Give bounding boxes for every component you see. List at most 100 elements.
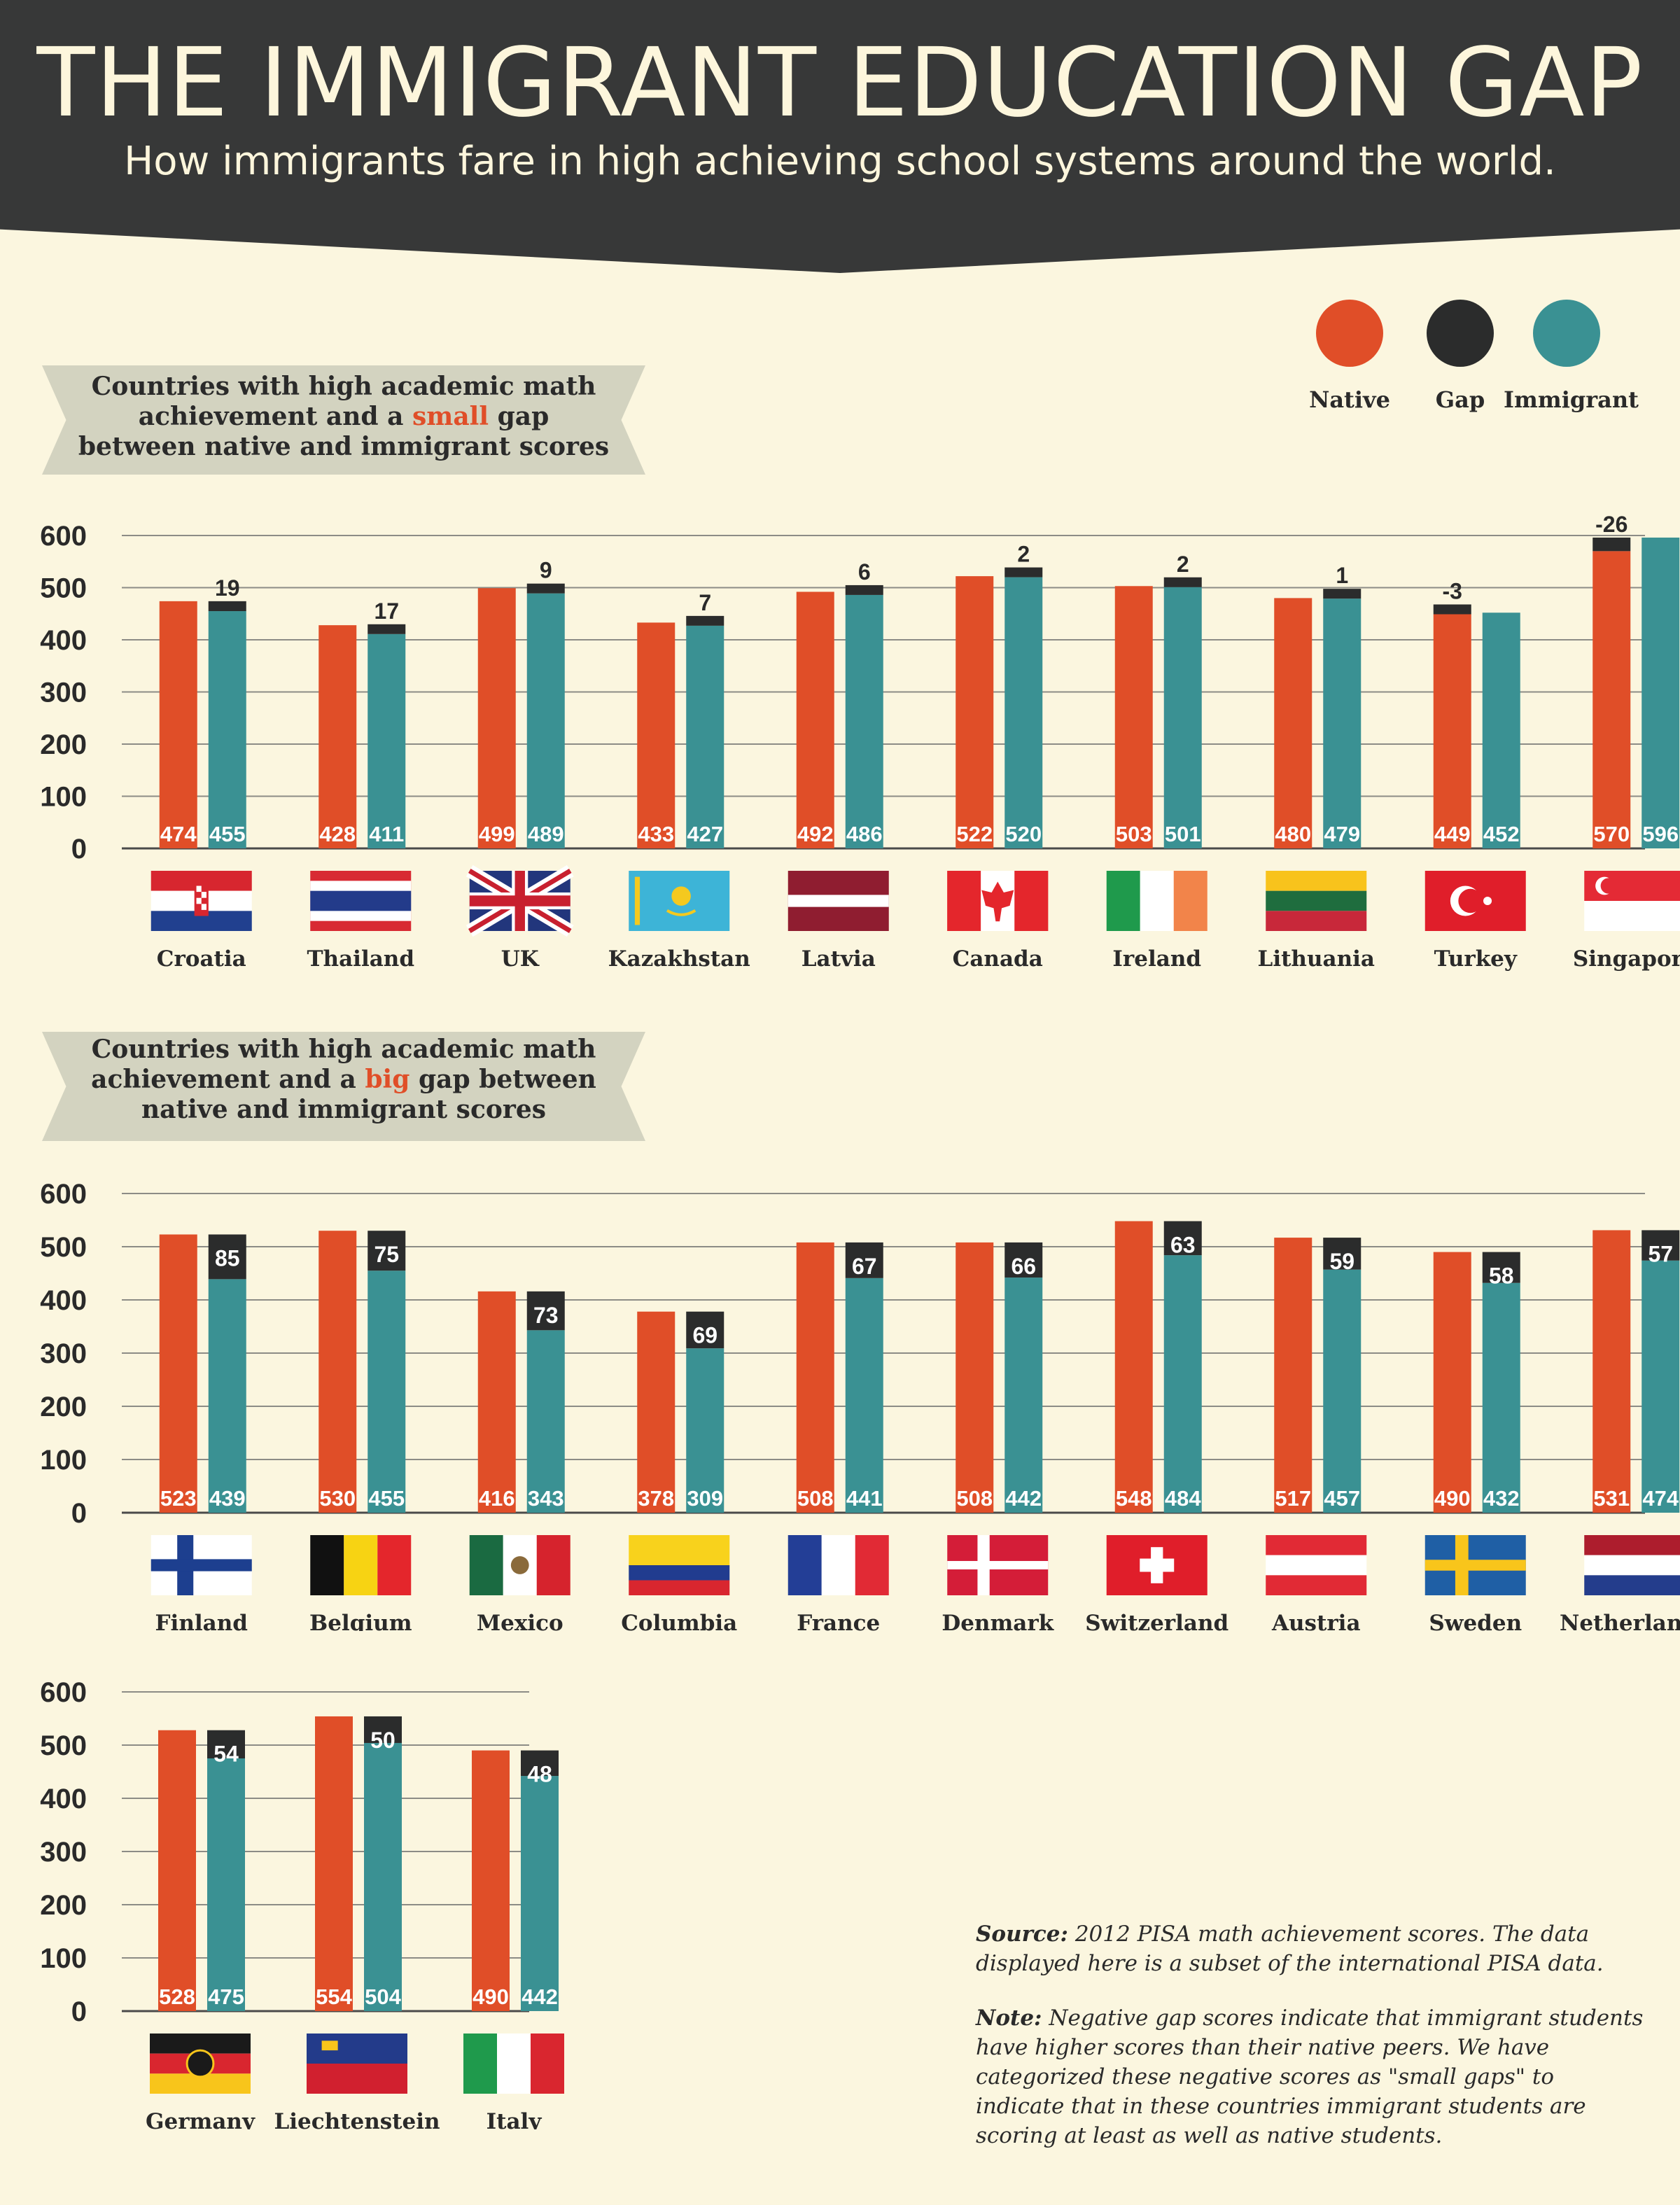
immigrant-bar xyxy=(368,1270,406,1513)
gap-bar xyxy=(1433,604,1471,615)
flag-ireland-icon xyxy=(1106,871,1208,931)
immigrant-bar xyxy=(1482,612,1520,848)
country-label: Singapore xyxy=(1573,946,1680,972)
immigrant-bar xyxy=(845,594,883,848)
flag-finland-icon xyxy=(150,1535,252,1595)
immigrant-value-label: 441 xyxy=(846,1486,883,1511)
y-tick-label: 0 xyxy=(71,1996,87,2027)
gap-bar xyxy=(521,1750,559,1777)
country-label: Lithuania xyxy=(1258,946,1375,972)
flag-belgium-icon xyxy=(310,1535,412,1595)
immigrant-value-label: 596 xyxy=(1642,822,1679,846)
immigrant-value-label: 457 xyxy=(1324,1486,1360,1511)
flag-netherlands-icon xyxy=(1584,1535,1680,1595)
country-label: Thailand xyxy=(307,946,414,972)
gap-value-label: 1 xyxy=(1336,563,1348,588)
country-label: Kazakhstan xyxy=(608,946,750,972)
native-value-label: 416 xyxy=(479,1486,515,1511)
native-value-label: 522 xyxy=(956,822,993,846)
flag-singapore-icon xyxy=(1584,871,1680,931)
gap-bar xyxy=(845,584,883,595)
native-bar xyxy=(477,588,516,848)
native-bar xyxy=(477,1291,516,1513)
gap-value-label: 75 xyxy=(374,1242,399,1267)
immigrant-bar xyxy=(207,1758,245,2011)
native-bar xyxy=(1592,551,1631,848)
native-value-label: 548 xyxy=(1116,1486,1152,1511)
immigrant-bar xyxy=(208,611,246,848)
flag-sweden-icon xyxy=(1424,1535,1526,1595)
gap-bar xyxy=(208,1234,246,1280)
immigrant-value-label: 432 xyxy=(1483,1486,1520,1511)
immigrant-bar xyxy=(526,593,565,848)
native-value-label: 508 xyxy=(797,1486,834,1511)
immigrant-bar xyxy=(368,634,406,848)
legend-label-native: Native xyxy=(1309,386,1390,413)
country-label: Croatia xyxy=(157,946,246,972)
legend-swatch-immigrant xyxy=(1533,300,1600,367)
native-value-label: 480 xyxy=(1275,822,1311,846)
gap-value-label: 66 xyxy=(1011,1254,1036,1279)
gap-value-label: 6 xyxy=(858,559,871,584)
legend-label-gap: Gap xyxy=(1435,386,1485,413)
gap-bar xyxy=(686,615,724,626)
country-label: Sweden xyxy=(1429,1611,1522,1631)
native-value-label: 503 xyxy=(1116,822,1152,846)
immigrant-bar xyxy=(1482,1282,1520,1513)
country-label: UK xyxy=(501,946,540,972)
y-tick-label: 400 xyxy=(40,625,87,656)
note-text: Note: Negative gap scores indicate that … xyxy=(976,2003,1648,2150)
source-body: 2012 PISA math achievement scores. The d… xyxy=(976,1921,1604,1976)
source-text: Source: 2012 PISA math achievement score… xyxy=(976,1919,1648,1978)
gap-value-label: 2 xyxy=(1177,552,1189,577)
immigrant-value-label: 442 xyxy=(522,1984,558,2009)
country-label: Turkey xyxy=(1434,946,1518,972)
flag-italy-icon xyxy=(463,2033,564,2094)
y-tick-label: 400 xyxy=(40,1784,87,1814)
native-value-label: 492 xyxy=(797,822,834,846)
gap-bar xyxy=(368,624,406,634)
flag-uk-icon xyxy=(465,864,574,937)
native-bar xyxy=(472,1750,510,2011)
gap-bar xyxy=(207,1730,245,1758)
native-bar xyxy=(637,622,676,848)
immigrant-bar xyxy=(1163,587,1202,848)
gap-value-label: 73 xyxy=(533,1303,559,1328)
native-value-label: 508 xyxy=(956,1486,993,1511)
immigrant-bar xyxy=(1004,1278,1043,1513)
country-label: Columbia xyxy=(621,1611,737,1631)
flag-denmark-icon xyxy=(947,1535,1049,1595)
native-bar xyxy=(796,1242,834,1513)
country-label: Italy xyxy=(486,2109,542,2129)
gap-value-label: 63 xyxy=(1170,1233,1196,1258)
country-label: Netherlands xyxy=(1560,1611,1680,1631)
y-tick-label: 300 xyxy=(40,1837,87,1868)
immigrant-value-label: 484 xyxy=(1165,1486,1201,1511)
immigrant-value-label: 343 xyxy=(528,1486,564,1511)
gap-bar xyxy=(686,1311,724,1349)
country-label: Mexico xyxy=(477,1611,564,1631)
native-bar xyxy=(1592,1230,1631,1513)
native-value-label: 570 xyxy=(1593,822,1630,846)
note-body: Negative gap scores indicate that immigr… xyxy=(976,2005,1644,2148)
gap-value-label: -26 xyxy=(1595,512,1628,537)
flag-croatia-icon xyxy=(150,871,252,931)
native-value-label: 554 xyxy=(316,1984,352,2009)
gap-value-label: 59 xyxy=(1329,1249,1354,1274)
country-label: Liechtenstein xyxy=(274,2109,440,2129)
section-title-big-gap: Countries with high academic math achiev… xyxy=(77,1035,610,1125)
immigrant-bar xyxy=(1642,537,1680,848)
note-label: Note: xyxy=(976,2005,1042,2031)
immigrant-bar xyxy=(686,1348,724,1513)
native-value-label: 523 xyxy=(160,1486,197,1511)
immigrant-bar xyxy=(686,625,724,848)
immigrant-value-label: 442 xyxy=(1005,1486,1042,1511)
native-value-label: 517 xyxy=(1275,1486,1311,1511)
section-ribbon-big-gap xyxy=(42,1032,645,1141)
native-value-label: 528 xyxy=(159,1984,195,2009)
immigrant-value-label: 309 xyxy=(687,1486,723,1511)
gap-bar xyxy=(368,1231,406,1271)
gap-bar xyxy=(208,601,246,612)
section-ribbon-small-gap xyxy=(42,365,645,475)
